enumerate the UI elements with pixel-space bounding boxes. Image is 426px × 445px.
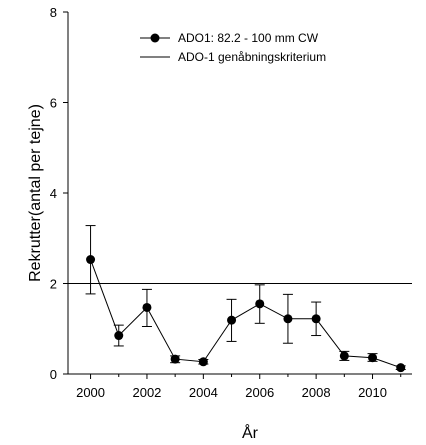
y-tick-label: 4 [50,186,57,201]
y-tick-label: 6 [50,96,57,111]
x-tick-label: 2000 [76,385,105,400]
x-tick-label: 2002 [132,385,161,400]
data-point [227,315,237,325]
data-point [142,302,152,312]
legend-series-label: ADO1: 82.2 - 100 mm CW [178,31,319,45]
series-line [90,259,401,369]
data-point [396,363,406,373]
y-ticks: 0 2 4 6 8 [50,5,68,382]
series-line-group [90,259,401,369]
x-tick-label: 2006 [245,385,274,400]
x-tick-label: 2010 [358,385,387,400]
legend-criterion-label: ADO-1 genåbningskriterium [178,50,326,64]
data-point [368,353,378,363]
x-axis-label: År [242,423,259,442]
legend-series-marker [150,33,160,43]
y-tick-label: 0 [50,367,57,382]
y-tick-label: 2 [50,277,57,292]
data-point [311,314,321,324]
data-point [198,357,208,367]
data-point [86,255,96,265]
axes [67,12,412,375]
x-tick-label: 2008 [302,385,331,400]
data-point [339,351,349,361]
y-tick-label: 8 [50,5,57,20]
x-tick-label: 2004 [189,385,218,400]
data-point [114,331,124,341]
y-axis-label: Rekrutter(antal per tejne) [27,104,44,282]
error-bars [85,225,406,370]
data-point [255,299,265,309]
data-point [283,314,293,324]
legend: ADO1: 82.2 - 100 mm CW ADO-1 genåbningsk… [140,31,326,64]
x-ticks: 2000 2002 2004 2006 2008 2010 [76,374,402,400]
data-points [86,255,406,373]
data-point [170,354,180,364]
